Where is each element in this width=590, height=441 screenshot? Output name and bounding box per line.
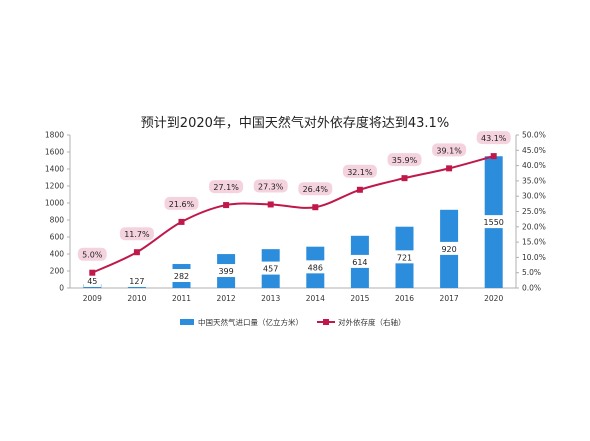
right-tick-label: 50.0% <box>522 131 546 140</box>
rate-marker <box>89 269 96 276</box>
bar-value-label: 920 <box>441 245 456 254</box>
rate-label-box <box>119 227 154 241</box>
rate-value-label: 32.1% <box>347 168 373 177</box>
rate-label-box <box>342 164 377 178</box>
rate-value-label: 11.7% <box>124 230 150 239</box>
bar-label-box <box>170 269 193 283</box>
bar-label-box <box>437 241 461 255</box>
right-tick-label: 45.0% <box>522 146 546 155</box>
chart-title: 预计到2020年，中国天然气对外依存度将达到43.1% <box>140 116 450 131</box>
rate-marker <box>356 186 363 193</box>
right-tick-label: 25.0% <box>522 207 546 216</box>
right-tick-label: 15.0% <box>522 238 546 247</box>
right-tick-label: 0.0% <box>522 284 541 293</box>
rate-value-label: 26.4% <box>303 185 329 194</box>
bar-label-box <box>303 260 327 274</box>
bar-value-label: 399 <box>218 267 233 276</box>
x-tick-label: 2017 <box>440 294 459 303</box>
rate-label-box <box>209 180 244 194</box>
left-tick-label: 800 <box>50 216 65 225</box>
right-tick-label: 5.0% <box>522 268 541 277</box>
rate-label-box <box>77 247 107 261</box>
bar-label-box <box>125 274 149 287</box>
rate-value-label: 5.0% <box>82 251 103 260</box>
x-tick-label: 2010 <box>127 294 146 303</box>
rate-marker <box>490 153 497 160</box>
bar-value-label: 457 <box>263 265 278 274</box>
bar-label-box <box>393 250 416 264</box>
left-tick-label: 0 <box>59 284 64 293</box>
rate-marker <box>133 249 140 256</box>
bar-value-label: 614 <box>352 258 367 267</box>
rate-label-box <box>253 179 288 193</box>
x-tick-label: 2016 <box>395 294 414 303</box>
rate-marker <box>223 202 230 209</box>
left-tick-label: 1400 <box>45 165 64 174</box>
rate-label-box <box>298 182 333 196</box>
rate-value-label: 35.9% <box>392 156 418 165</box>
rate-value-label: 21.6% <box>169 200 195 209</box>
bar-value-label: 127 <box>129 277 144 286</box>
right-tick-label: 35.0% <box>522 176 546 185</box>
right-tick-label: 10.0% <box>522 253 546 262</box>
x-tick-label: 2012 <box>217 294 236 303</box>
rate-value-label: 27.3% <box>258 182 284 191</box>
x-tick-label: 2011 <box>172 294 191 303</box>
bar-label-box <box>479 215 508 229</box>
bar-label-box <box>83 274 101 287</box>
bar-label-box <box>214 264 238 278</box>
rate-marker <box>446 165 453 172</box>
rate-marker <box>267 201 274 208</box>
x-tick-label: 2013 <box>261 294 280 303</box>
x-tick-label: 2020 <box>484 294 503 303</box>
left-tick-label: 1800 <box>45 131 64 140</box>
rate-line <box>91 155 494 274</box>
rate-value-label: 43.1% <box>481 134 507 143</box>
rate-marker <box>401 175 408 182</box>
rate-label-box <box>387 153 422 167</box>
bar-label-box <box>259 261 283 275</box>
x-tick-label: 2009 <box>83 294 102 303</box>
left-tick-label: 1200 <box>45 182 64 191</box>
bar-value-label: 1550 <box>484 218 504 227</box>
left-tick-label: 400 <box>50 250 65 259</box>
left-tick-label: 1600 <box>45 148 64 157</box>
x-tick-label: 2015 <box>350 294 369 303</box>
left-tick-label: 1000 <box>45 199 64 208</box>
legend-swatch-marker <box>323 319 329 325</box>
legend-swatch-bar <box>180 319 194 325</box>
rate-value-label: 27.1% <box>213 183 239 192</box>
rate-marker <box>178 218 185 225</box>
x-tick-label: 2014 <box>306 294 325 303</box>
bar-value-label: 486 <box>308 263 323 272</box>
bar-value-label: 282 <box>174 272 189 281</box>
rate-marker <box>312 204 319 211</box>
legend-label-line: 对外依存度（右轴） <box>338 317 406 327</box>
rate-label-box <box>164 196 199 210</box>
left-tick-label: 200 <box>50 267 65 276</box>
bar-value-label: 721 <box>397 253 412 262</box>
left-tick-label: 600 <box>50 233 65 242</box>
legend-label-bar: 中国天然气进口量（亿立方米） <box>198 317 303 327</box>
rate-label-box <box>476 131 511 145</box>
rate-value-label: 39.1% <box>436 146 462 155</box>
right-tick-label: 20.0% <box>522 222 546 231</box>
rate-label-box <box>432 143 467 157</box>
bar-label-box <box>348 254 372 268</box>
bar-value-label: 45 <box>87 277 97 286</box>
right-tick-label: 40.0% <box>522 161 546 170</box>
right-tick-label: 30.0% <box>522 192 546 201</box>
